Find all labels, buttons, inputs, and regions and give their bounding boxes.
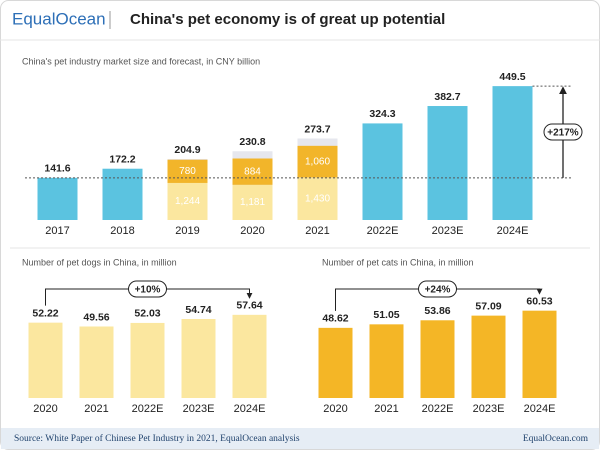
annotation: +217% (547, 128, 579, 139)
bar (427, 106, 468, 220)
value-label: 172.2 (109, 153, 135, 165)
bar (492, 86, 533, 221)
bar-segment (297, 145, 338, 178)
annotation: +10% (135, 285, 161, 296)
segment-label: 1,430 (305, 193, 330, 204)
bar (181, 319, 216, 398)
value-label: 48.62 (322, 313, 348, 325)
value-label: 204.9 (174, 144, 200, 156)
chart-title: Number of pet dogs in China, in million (22, 257, 177, 267)
annotation-box (128, 280, 167, 298)
x-tick-label: 2021 (374, 403, 398, 415)
value-label: 324.3 (369, 108, 395, 120)
x-tick-label: 2022E (132, 403, 164, 415)
x-tick-label: 2020 (240, 225, 264, 237)
segment-label: 780 (179, 166, 196, 177)
bar (232, 314, 267, 398)
page-title: China's pet economy is of great up poten… (130, 11, 445, 28)
value-label: 52.22 (32, 307, 58, 319)
x-tick-label: 2024E (497, 225, 529, 237)
annotation-box (418, 280, 457, 298)
bar (471, 315, 506, 398)
site: EqualOcean.com (523, 434, 589, 444)
value-label: 230.8 (239, 136, 265, 148)
x-tick-label: 2023E (183, 403, 215, 415)
value-label: 57.09 (475, 300, 501, 312)
logo: EqualOcean (12, 9, 106, 28)
x-tick-label: 2023E (432, 225, 464, 237)
value-label: 449.5 (499, 71, 525, 83)
segment-label: 884 (244, 166, 261, 177)
bar-segment (232, 158, 273, 185)
bar (420, 320, 455, 398)
x-tick-label: 2021 (305, 225, 329, 237)
bar (37, 177, 78, 220)
value-label: 57.64 (236, 300, 262, 312)
bar (102, 168, 143, 220)
bar (362, 123, 403, 220)
x-tick-label: 2021 (84, 403, 108, 415)
x-tick-label: 2023E (473, 403, 505, 415)
annotation-box (543, 123, 583, 141)
value-label: 52.03 (134, 308, 160, 320)
bar (130, 322, 165, 398)
bar (79, 326, 114, 398)
source: Source: White Paper of Chinese Pet Indus… (14, 433, 300, 444)
value-label: 60.53 (526, 295, 552, 307)
value-label: 273.7 (304, 123, 330, 135)
x-tick-label: 2018 (110, 225, 134, 237)
chart-title: China's pet industry market size and for… (22, 56, 260, 66)
x-tick-label: 2019 (175, 225, 199, 237)
segment-label: 1,060 (305, 156, 330, 167)
value-label: 49.56 (83, 311, 109, 323)
x-tick-label: 2022E (367, 225, 399, 237)
value-label: 54.74 (185, 304, 211, 316)
bar-segment (167, 159, 208, 183)
x-tick-label: 2022E (422, 403, 454, 415)
bar-segment (232, 184, 273, 220)
x-tick-label: 2020 (33, 403, 57, 415)
x-tick-label: 2017 (45, 225, 69, 237)
bar (522, 310, 557, 398)
footer-band (1, 428, 599, 449)
value-label: 53.86 (424, 305, 450, 317)
bar (369, 324, 404, 398)
x-tick-label: 2024E (524, 403, 556, 415)
value-label: 51.05 (373, 309, 399, 321)
value-label: 382.7 (434, 91, 460, 103)
bar-segment (167, 182, 208, 220)
value-label: 141.6 (44, 163, 70, 175)
chart-title: Number of pet cats in China, in million (322, 257, 474, 267)
annotation: +24% (425, 285, 451, 296)
bar (318, 327, 353, 398)
x-tick-label: 2020 (323, 403, 347, 415)
segment-label: 1,181 (240, 197, 265, 208)
segment-label: 1,244 (175, 196, 200, 207)
bar (28, 322, 63, 398)
bar-segment (297, 177, 338, 220)
x-tick-label: 2024E (234, 403, 266, 415)
